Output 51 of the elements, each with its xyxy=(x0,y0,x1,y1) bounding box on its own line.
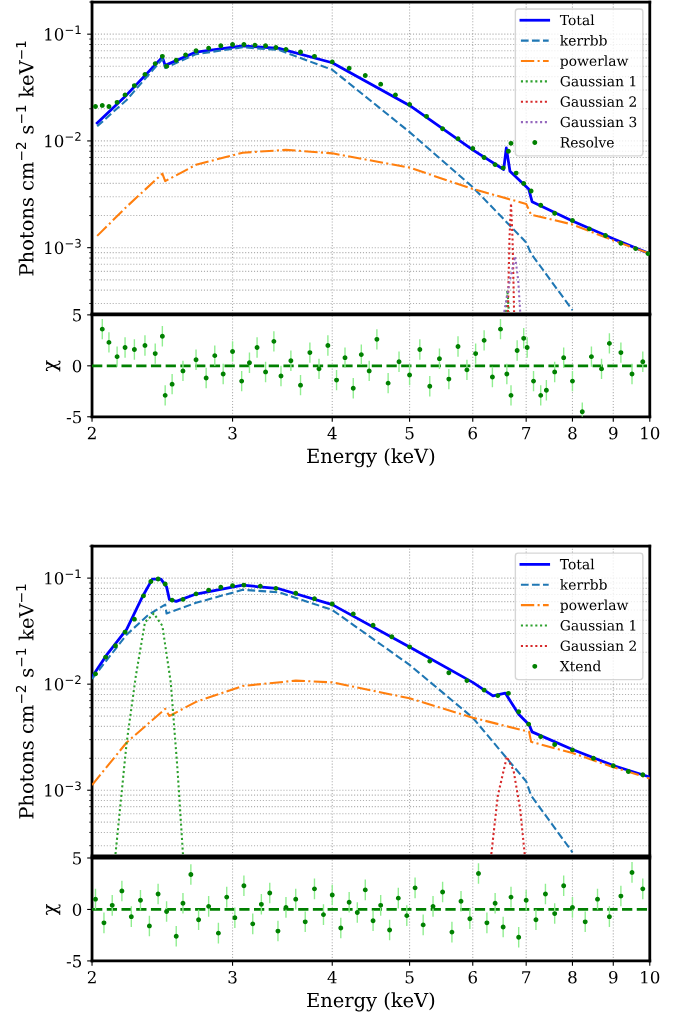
x-tick-label: 10 xyxy=(641,970,660,984)
x-axis-title: Energy (keV) xyxy=(307,992,435,1012)
x-tick-label: 6 xyxy=(468,426,478,440)
legend-label: Gaussian 2 xyxy=(560,96,636,107)
x-tick-label: 5 xyxy=(405,971,414,984)
x-axis-title: Energy (keV) xyxy=(307,448,435,468)
x-tick-label: 2 xyxy=(87,426,96,440)
x-tick-label: 4 xyxy=(327,426,337,440)
y-axis-title: χ xyxy=(45,360,61,372)
y-tick-label: 10$^{−2}$ xyxy=(45,132,81,148)
x-tick-label: 6 xyxy=(468,970,478,984)
x-tick-label: 3 xyxy=(228,426,237,440)
legend-label: Resolve xyxy=(560,136,614,148)
y-tick-label: 5 xyxy=(73,309,82,322)
x-tick-label: 8 xyxy=(568,426,577,440)
x-tick-label: 9 xyxy=(609,970,618,984)
y-tick-label: 10$^{−3}$ xyxy=(45,781,81,797)
legend-label: Total xyxy=(559,558,595,570)
y-axis-title: Photons cm$^{−2}$ s$^{−1}$ keV$^{−1}$ xyxy=(15,41,34,276)
y-tick-label: 10$^{−2}$ xyxy=(45,675,81,691)
legend-label: Gaussian 2 xyxy=(560,640,636,651)
x-tick-label: 7 xyxy=(522,971,531,984)
x-tick-label: 7 xyxy=(522,427,531,440)
legend-label: Gaussian 1 xyxy=(560,620,636,631)
legend-label: powerlaw xyxy=(560,55,629,69)
y-tick-label: 10$^{−1}$ xyxy=(45,569,81,585)
x-tick-label: 3 xyxy=(228,970,237,984)
x-tick-label: 2 xyxy=(87,970,96,984)
legend-label: kerrbb xyxy=(560,579,607,590)
y-tick-label: -5 xyxy=(66,410,82,424)
legend-label: powerlaw xyxy=(560,599,629,613)
y-tick-label: -5 xyxy=(66,955,82,968)
y-tick-label: 10$^{−1}$ xyxy=(45,25,81,41)
legend-label: kerrbb xyxy=(560,34,607,46)
x-tick-label: 5 xyxy=(405,427,414,440)
line-series xyxy=(490,755,526,856)
legend-label: Total xyxy=(559,14,595,26)
legend-label: Gaussian 3 xyxy=(560,116,637,128)
x-tick-label: 4 xyxy=(327,970,337,984)
legend-label: Xtend xyxy=(559,660,601,672)
y-tick-label: 10$^{−3}$ xyxy=(45,238,81,255)
y-tick-label: 0 xyxy=(72,903,82,917)
x-tick-label: 8 xyxy=(568,970,577,984)
y-axis-title: Photons cm$^{−2}$ s$^{−1}$ keV$^{−1}$ xyxy=(15,584,34,819)
y-axis-title: χ xyxy=(45,903,61,916)
x-tick-label: 9 xyxy=(609,426,618,440)
y-tick-label: 0 xyxy=(72,359,82,373)
y-tick-label: 5 xyxy=(73,852,82,865)
x-tick-label: 10 xyxy=(641,426,660,440)
line-series xyxy=(114,612,184,856)
legend-label: Gaussian 1 xyxy=(560,75,636,87)
